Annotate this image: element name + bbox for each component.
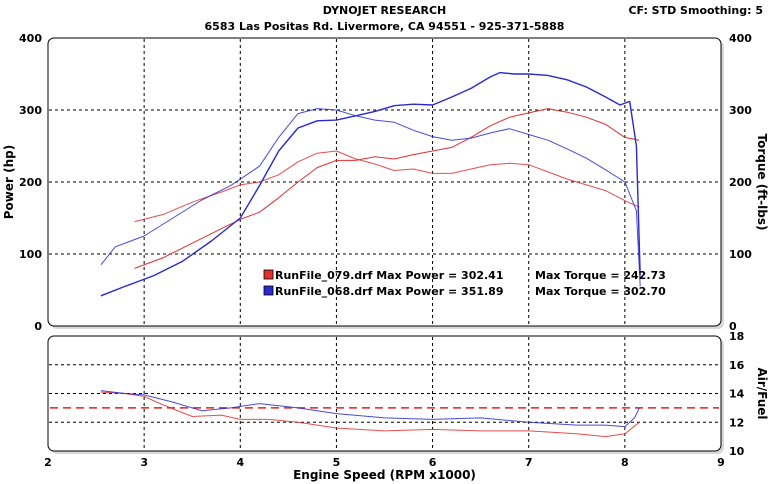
y-tick-label-right: 0 [729,320,737,333]
chart-address: 6583 Las Positas Rd. Livermore, CA 94551… [204,20,565,33]
y-tick-label-right: 200 [729,176,752,189]
series-air-fuel-line [100,390,640,428]
x-tick-label: 5 [333,456,341,469]
y-tick-label-right: 18 [729,330,744,343]
air-fuel-axis-title: Air/Fuel [755,367,769,419]
legend-torque: Max Torque = 242.73 [535,269,666,282]
y-tick-label-right: 12 [729,416,744,429]
y-tick-label-right: 400 [729,32,752,45]
y-tick-label-right: 16 [729,359,745,372]
series-torque-line [134,150,640,223]
y-tick-label-right: 14 [729,388,745,401]
x-tick-label: 9 [717,456,725,469]
y-tick-label-right: 300 [729,104,752,117]
axis-labels: 2 3 4 5 6 7 8 9 Engine Speed (RPM x1000) Power (h… [2,134,769,482]
series-torque-line [100,108,641,287]
panel-frame [47,335,722,452]
legend-swatch-red [263,269,274,280]
x-tick-label: 3 [140,456,148,469]
legend-entry: RunFile_079.drf Max Power = 302.41 [275,269,504,282]
air-fuel-panel: 10 12 14 16 18 [47,330,745,458]
x-tick-label: 4 [236,456,244,469]
series-power-line [100,71,641,297]
power-torque-panel: 0 100 200 300 400 0 100 200 300 400 RunFile_079.dr… [19,32,752,333]
correction-settings: CF: STD Smoothing: 5 [628,4,763,17]
x-tick-label: 8 [621,456,629,469]
legend-torque: Max Torque = 302.70 [535,285,666,298]
x-tick-label: 7 [525,456,533,469]
series-power-line [134,108,640,269]
y-tick-label-right: 100 [729,248,752,261]
x-tick-label: 6 [429,456,437,469]
y-tick-label-right: 10 [729,445,745,458]
y-tick-label: 400 [19,32,42,45]
y-tick-label: 0 [34,320,42,333]
x-tick-label: 2 [44,456,52,469]
series-air-fuel-line [100,391,640,438]
y-axis-title-left: Power (hp) [2,145,16,219]
x-axis-title: Engine Speed (RPM x1000) [293,468,476,482]
y-axis-title-right: Torque (ft-lbs) [755,134,769,231]
y-tick-label: 100 [19,248,42,261]
y-tick-label: 300 [19,104,42,117]
legend-swatch-blue [263,285,274,296]
y-tick-label: 200 [19,176,42,189]
chart-title: DYNOJET RESEARCH [322,4,447,17]
legend-entry: RunFile_068.drf Max Power = 351.89 [275,285,504,298]
